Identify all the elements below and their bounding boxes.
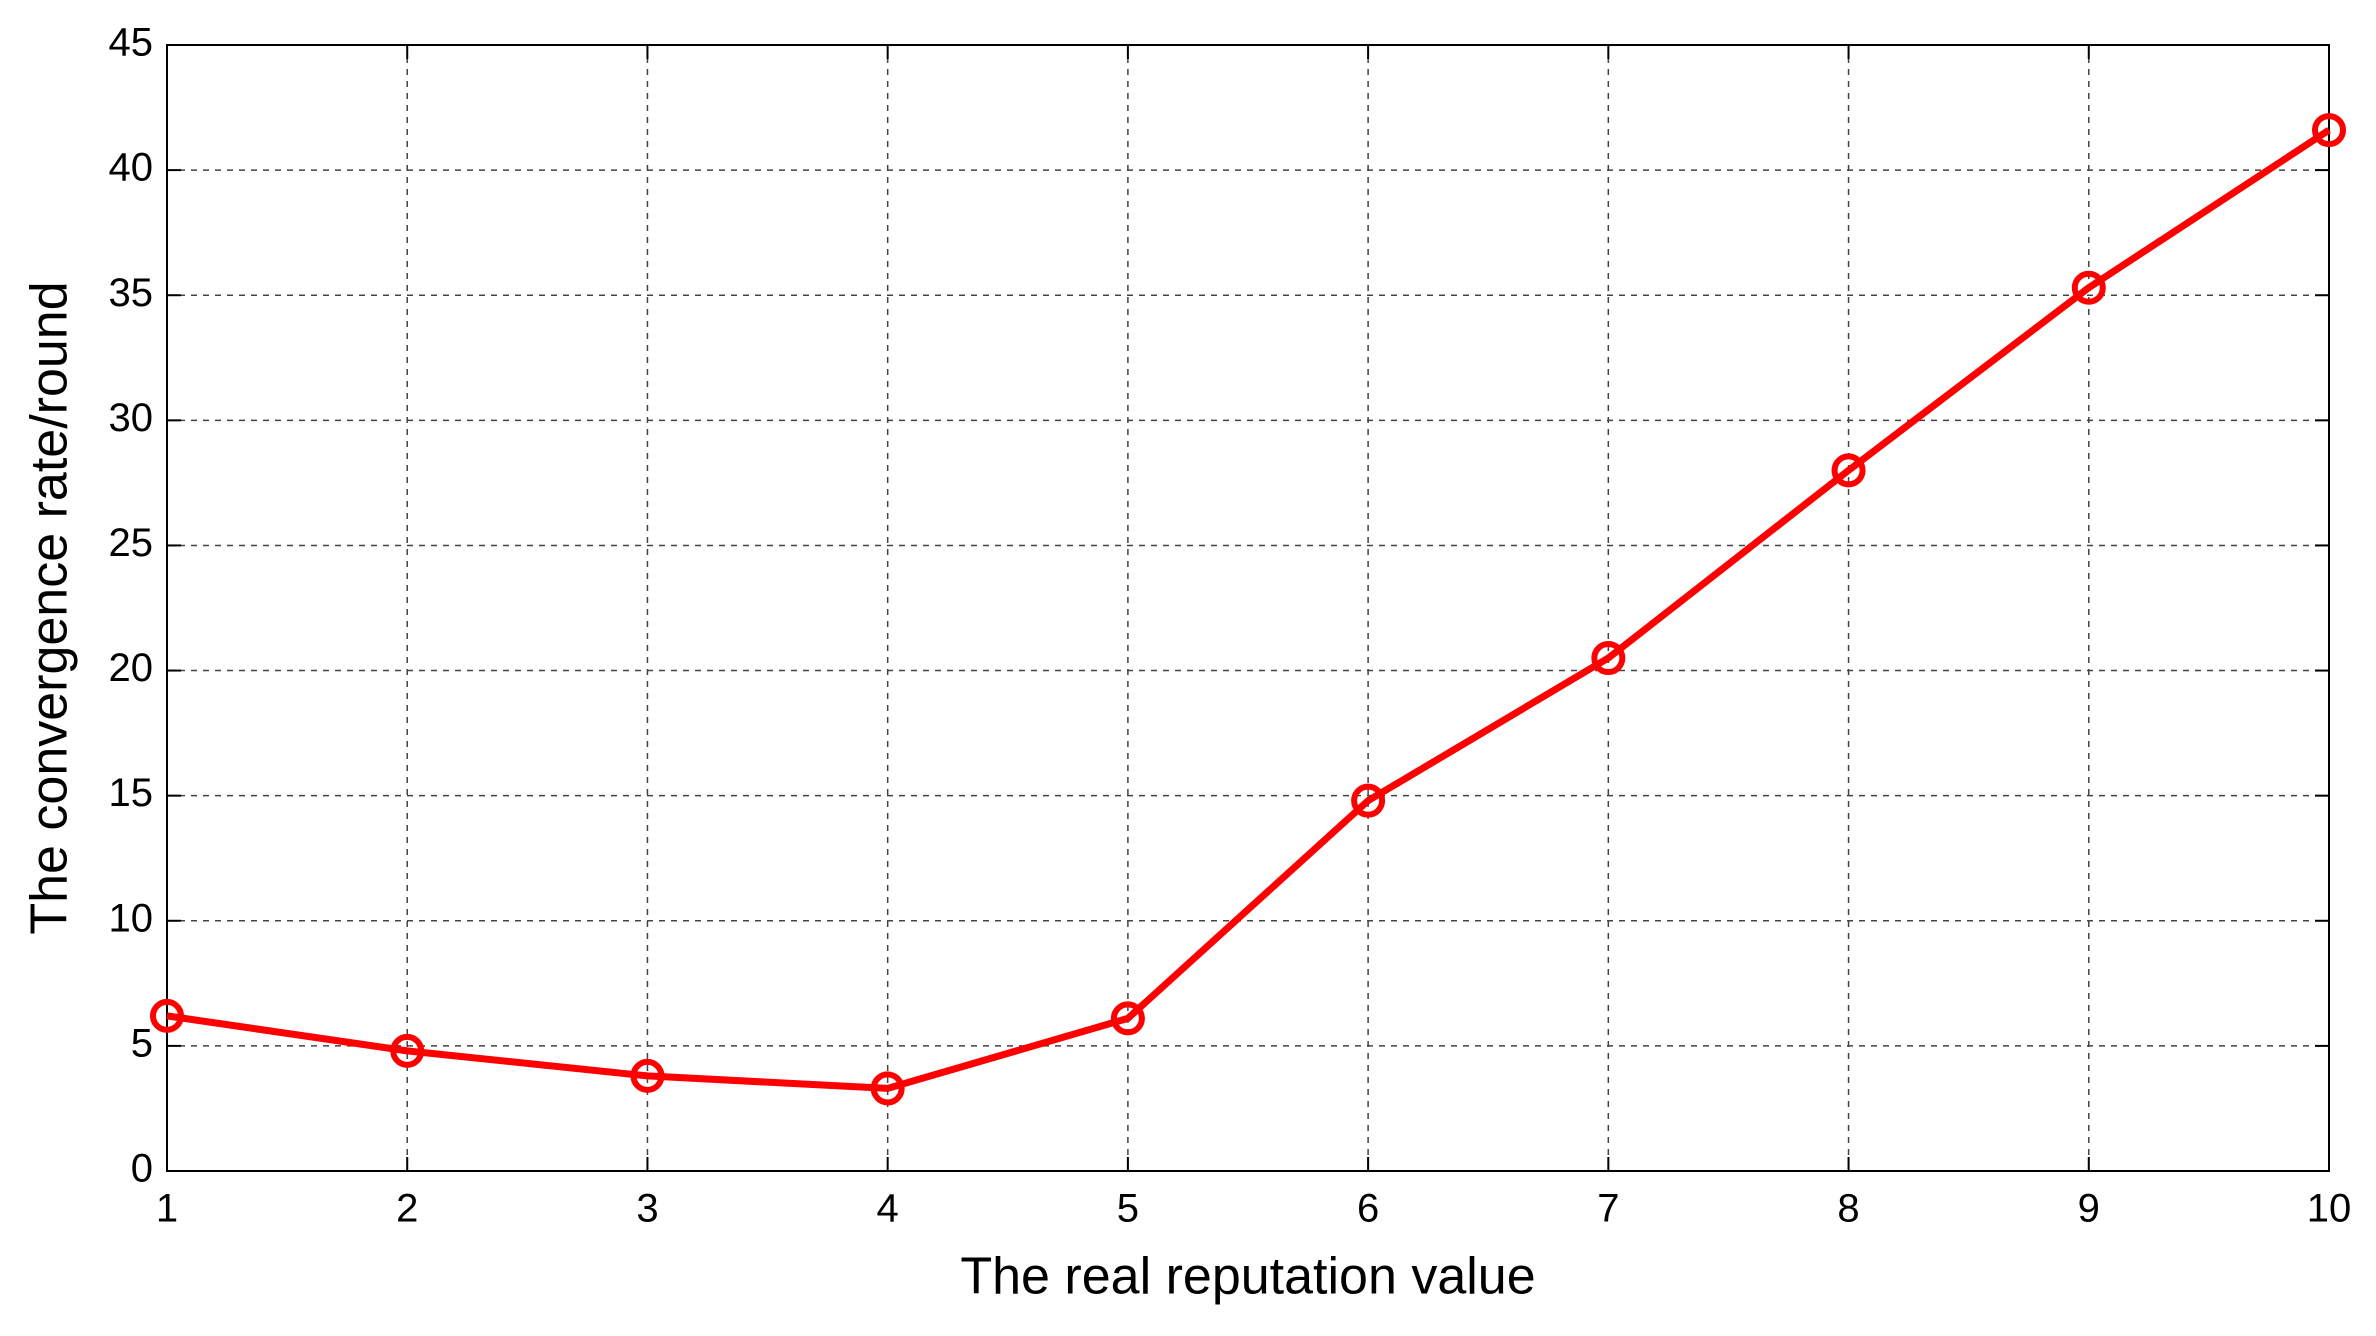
marker [1831,453,1866,488]
y-tick-label: 25 [109,521,154,565]
y-tick-label: 45 [109,21,154,65]
marker [630,1058,665,1093]
marker [2071,270,2106,305]
marker [1591,641,1626,676]
y-tick-label: 20 [109,646,154,690]
line [166,127,2331,1092]
x-tick-label: 10 [2307,1187,2352,1231]
x-tick-label: 8 [1837,1187,1859,1231]
x-axis-label: The real reputation value [960,1248,1535,1306]
y-tick-label: 35 [109,271,154,315]
y-tick-label: 15 [109,771,154,815]
x-tick-label: 5 [1117,1187,1139,1231]
x-tick-label: 1 [156,1187,178,1231]
y-axis-label: The convergence rate/round [21,281,79,934]
x-tick-label: 7 [1597,1187,1619,1231]
x-tick-label: 2 [396,1187,418,1231]
y-tick-label: 0 [131,1147,153,1191]
x-tick-label: 9 [2078,1187,2100,1231]
plot-area [167,45,2329,1171]
marker [1351,783,1386,818]
marker [150,998,184,1033]
marker [1110,1001,1145,1036]
x-tick-label: 3 [636,1187,658,1231]
y-tick-label: 30 [109,396,154,440]
y-tick-label: 5 [131,1021,153,1065]
marker [2312,113,2346,148]
x-tick-label: 4 [877,1187,899,1231]
plot-frame [166,44,2330,1172]
y-tick-label: 10 [109,896,154,940]
marker [870,1071,905,1106]
marker [390,1033,425,1068]
x-tick-label: 6 [1357,1187,1379,1231]
y-tick-label: 40 [109,146,154,190]
